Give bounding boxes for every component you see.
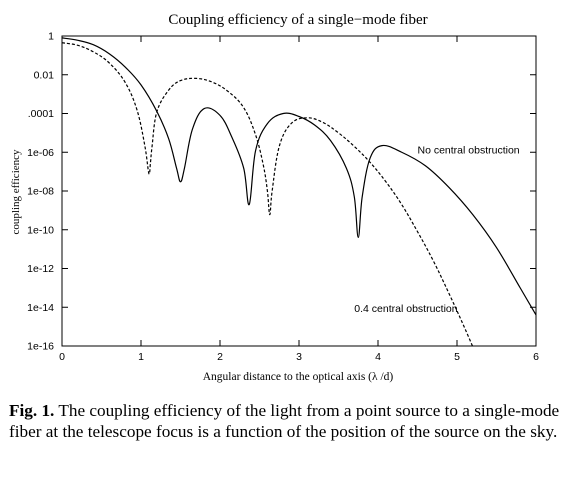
y-tick-label: 1e-10 bbox=[27, 224, 54, 236]
y-tick-label: 0.01 bbox=[34, 69, 55, 81]
y-tick-label: 1e-14 bbox=[27, 302, 54, 314]
x-tick-label: 3 bbox=[296, 351, 302, 363]
y-tick-label: 1e-16 bbox=[27, 341, 54, 353]
x-tick-label: 1 bbox=[138, 351, 144, 363]
plot-frame bbox=[61, 35, 537, 347]
x-tick-label: 6 bbox=[533, 351, 539, 363]
caption-text: The coupling efficiency of the light fro… bbox=[9, 401, 560, 441]
y-tick-label: 1e-12 bbox=[27, 263, 54, 275]
chart-title: Coupling efficiency of a single−mode fib… bbox=[168, 12, 427, 28]
x-tick-label: 4 bbox=[375, 351, 381, 363]
x-axis-label: Angular distance to the optical axis (λ … bbox=[203, 371, 394, 383]
series-annotation: No central obstruction bbox=[418, 145, 520, 157]
series-annotation: 0.4 central obstruction bbox=[354, 303, 457, 315]
y-tick-label: 1e-06 bbox=[27, 147, 54, 159]
y-tick-label: .0001 bbox=[28, 108, 54, 120]
x-tick-label: 2 bbox=[217, 351, 223, 363]
caption-label: Fig. 1. bbox=[9, 401, 55, 420]
figure-caption: Fig. 1. The coupling efficiency of the l… bbox=[9, 400, 565, 442]
y-axis-label: coupling efficiency bbox=[10, 149, 22, 235]
plot-area: 0 1 2 3 4 5 6 1 0.01 .0001 1e-06 1e-08 1e-10 1e-12 1e-… bbox=[27, 31, 539, 364]
coupling-efficiency-chart: Coupling efficiency of a single−mode fib… bbox=[10, 12, 539, 383]
series-line-0-4-obstruction bbox=[62, 42, 474, 346]
x-tick-label: 5 bbox=[454, 351, 460, 363]
y-tick-label: 1e-08 bbox=[27, 186, 54, 198]
y-tick-label: 1 bbox=[48, 31, 54, 43]
series-line-no-obstruction bbox=[62, 37, 536, 316]
x-tick-label: 0 bbox=[59, 351, 65, 363]
